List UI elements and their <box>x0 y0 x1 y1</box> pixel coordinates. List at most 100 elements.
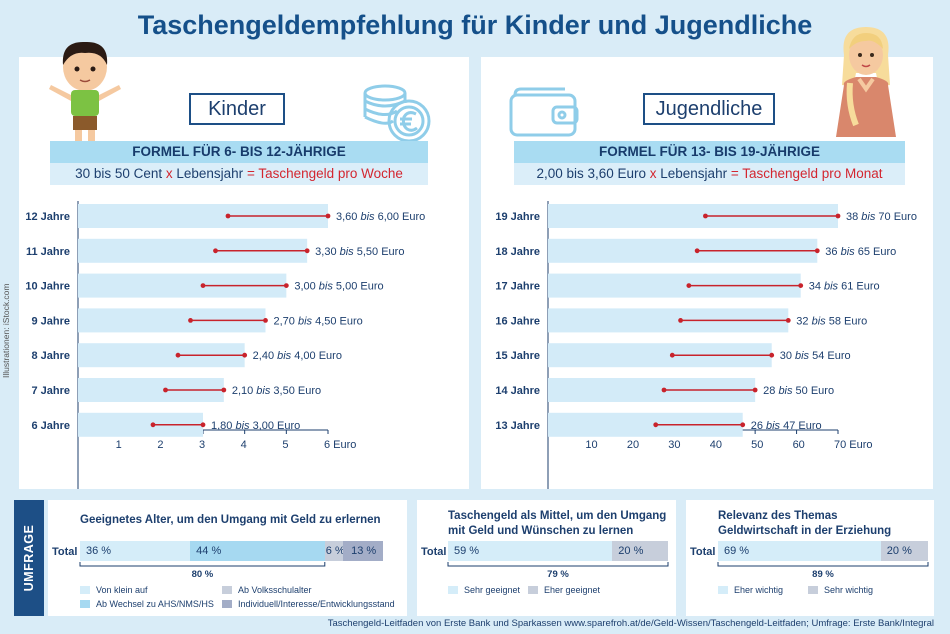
legend-item: Eher geeignet <box>528 585 600 595</box>
range-value-label: 3,60 bis 6,00 Euro <box>336 211 425 223</box>
sum-bracket-line <box>717 562 929 567</box>
range-high-point <box>798 283 804 288</box>
range-value-label: 2,70 bis 4,50 Euro <box>274 315 363 327</box>
row-label: 17 Jahre <box>495 281 540 293</box>
range-value-label: 3,30 bis 5,50 Euro <box>315 246 404 258</box>
range-value-label: 26 bis 47 Euro <box>751 420 822 432</box>
range-value-label: 32 bis 58 Euro <box>796 315 867 327</box>
survey-tab: UMFRAGE <box>14 500 44 616</box>
survey-pocket-bracket <box>447 562 669 567</box>
range-high-point <box>752 387 758 393</box>
legend-label: Sehr geeignet <box>464 585 521 595</box>
legend-swatch <box>528 586 538 594</box>
kids-range-chart: 1 2 3 4 5 6 Euro 12 Jahre 3,60 bis 6,00 Euro 11 … <box>25 201 425 489</box>
survey-age-sum: 80 % <box>191 569 214 580</box>
girl-illustration <box>836 27 896 137</box>
teens-formula-title: FORMEL FÜR 13- BIS 19-JÄHRIGE <box>514 141 905 163</box>
row-label: 13 Jahre <box>495 420 540 432</box>
row-label: 19 Jahre <box>495 211 540 223</box>
legend-swatch <box>808 586 818 594</box>
teens-heading: Jugendliche <box>643 93 775 125</box>
survey-pocket-bar: 59 % 20 % <box>448 541 668 561</box>
survey-segment: 20 % <box>612 541 668 561</box>
boy-illustration <box>49 41 121 147</box>
survey-segment: 69 % <box>718 541 881 561</box>
survey-pocket-sum: 79 % <box>547 569 569 580</box>
x-tick-label: 3 <box>199 439 205 451</box>
survey-segment: 13 % <box>343 541 383 561</box>
range-value-label: 38 bis 70 Euro <box>846 211 917 223</box>
legend-item: Von klein auf <box>80 585 148 595</box>
survey-panel-relevance: Relevanz des Themas Geldwirtschaft in de… <box>686 500 934 616</box>
teens-range-chart: 10 20 30 40 50 60 70 Euro 19 Jahre 38 bis 70 Eur… <box>495 201 917 489</box>
survey-segment: 59 % <box>448 541 613 561</box>
range-low-point <box>661 387 667 393</box>
survey-age-bar: 36 % 44 % 6 % 13 % <box>80 541 386 561</box>
row-label: 11 Jahre <box>26 246 70 258</box>
range-low-point <box>150 422 156 428</box>
kids-formula-part2: Lebensjahr <box>172 166 247 181</box>
range-high-point <box>835 213 841 219</box>
row-label: 6 Jahre <box>31 420 70 432</box>
legend-swatch <box>448 586 458 594</box>
survey-pocket-title: Taschengeld als Mittel, um den Umgang mi… <box>448 509 666 539</box>
teens-formula-part1: 2,00 bis 3,60 Euro <box>536 166 650 181</box>
range-low-point <box>225 213 231 219</box>
kids-formula-part1: 30 bis 50 Cent <box>75 166 166 181</box>
teens-formula: 2,00 bis 3,60 Euro x Lebensjahr = Tasche… <box>514 163 905 185</box>
survey-panel-pocket-money: Taschengeld als Mittel, um den Umgang mi… <box>417 500 676 616</box>
range-low-point <box>669 352 675 358</box>
survey-age-total-label: Total <box>52 546 78 558</box>
range-value-label: 2,10 bis 3,50 Euro <box>232 385 321 397</box>
legend-label: Ab Volksschulalter <box>238 585 312 595</box>
teens-formula-eq: = Taschengeld pro Monat <box>730 166 883 181</box>
kids-heading: Kinder <box>189 93 285 125</box>
illustration-credit: Illustrationen: iStock.com <box>1 283 11 378</box>
range-high-point <box>200 422 206 428</box>
survey-relevance-title-line2: Geldwirtschaft in der Erziehung <box>718 525 892 537</box>
x-tick-label: 70 Euro <box>834 439 873 451</box>
range-low-point <box>213 248 218 254</box>
x-tick-label: 60 <box>793 439 805 451</box>
range-high-point <box>785 318 791 323</box>
legend-swatch <box>222 586 232 594</box>
survey-age-title: Geeignetes Alter, um den Umgang mit Geld… <box>80 514 381 526</box>
row-label: 8 Jahre <box>31 350 70 362</box>
survey-segment: 44 % <box>190 541 325 561</box>
range-value-label: 3,00 bis 5,00 Euro <box>294 281 383 293</box>
range-value-label: 28 bis 50 Euro <box>763 385 834 397</box>
kids-formula-title: FORMEL FÜR 6- BIS 12-JÄHRIGE <box>50 141 428 163</box>
survey-relevance-total-label: Total <box>690 546 716 558</box>
range-high-point <box>242 352 248 358</box>
range-high-point <box>814 248 820 254</box>
survey-pocket-total-label: Total <box>421 546 447 558</box>
range-low-point <box>188 318 193 323</box>
range-low-point <box>175 352 181 358</box>
legend-label: Von klein auf <box>96 585 148 595</box>
row-label: 15 Jahre <box>495 350 540 362</box>
legend-label: Sehr wichtig <box>824 585 874 595</box>
source-footer: Taschengeld-Leitfaden von Erste Bank und… <box>327 618 934 629</box>
teens-formula-x: x <box>649 166 657 181</box>
range-high-point <box>283 283 289 288</box>
legend-item: Individuell/Interesse/Entwicklungsstand <box>222 599 395 609</box>
survey-pocket-title-line2: mit Geld und Wünschen zu lernen <box>448 525 634 537</box>
legend-item: Sehr wichtig <box>808 585 873 595</box>
row-label: 9 Jahre <box>31 315 70 327</box>
legend-swatch <box>718 586 728 594</box>
range-low-point <box>694 248 700 254</box>
survey-relevance-title: Relevanz des Themas Geldwirtschaft in de… <box>718 509 891 539</box>
sum-bracket-line <box>447 562 669 567</box>
survey-age-bracket <box>79 562 326 567</box>
legend-label: Eher wichtig <box>734 585 784 595</box>
x-tick-label: 30 <box>668 439 680 451</box>
survey-panel-age: Geeignetes Alter, um den Umgang mit Geld… <box>48 500 407 616</box>
bar-background <box>78 238 308 263</box>
teens-panel: Jugendliche FORMEL FÜR 13- BIS 19-JÄHRIG… <box>481 27 933 489</box>
survey-segment: 6 % <box>324 541 344 561</box>
kids-formula: 30 bis 50 Cent x Lebensjahr = Taschengel… <box>50 163 428 185</box>
range-low-point <box>200 283 206 288</box>
row-label: 7 Jahre <box>31 385 70 397</box>
range-value-label: 2,40 bis 4,00 Euro <box>253 350 342 362</box>
legend-item: Sehr geeignet <box>448 585 520 595</box>
